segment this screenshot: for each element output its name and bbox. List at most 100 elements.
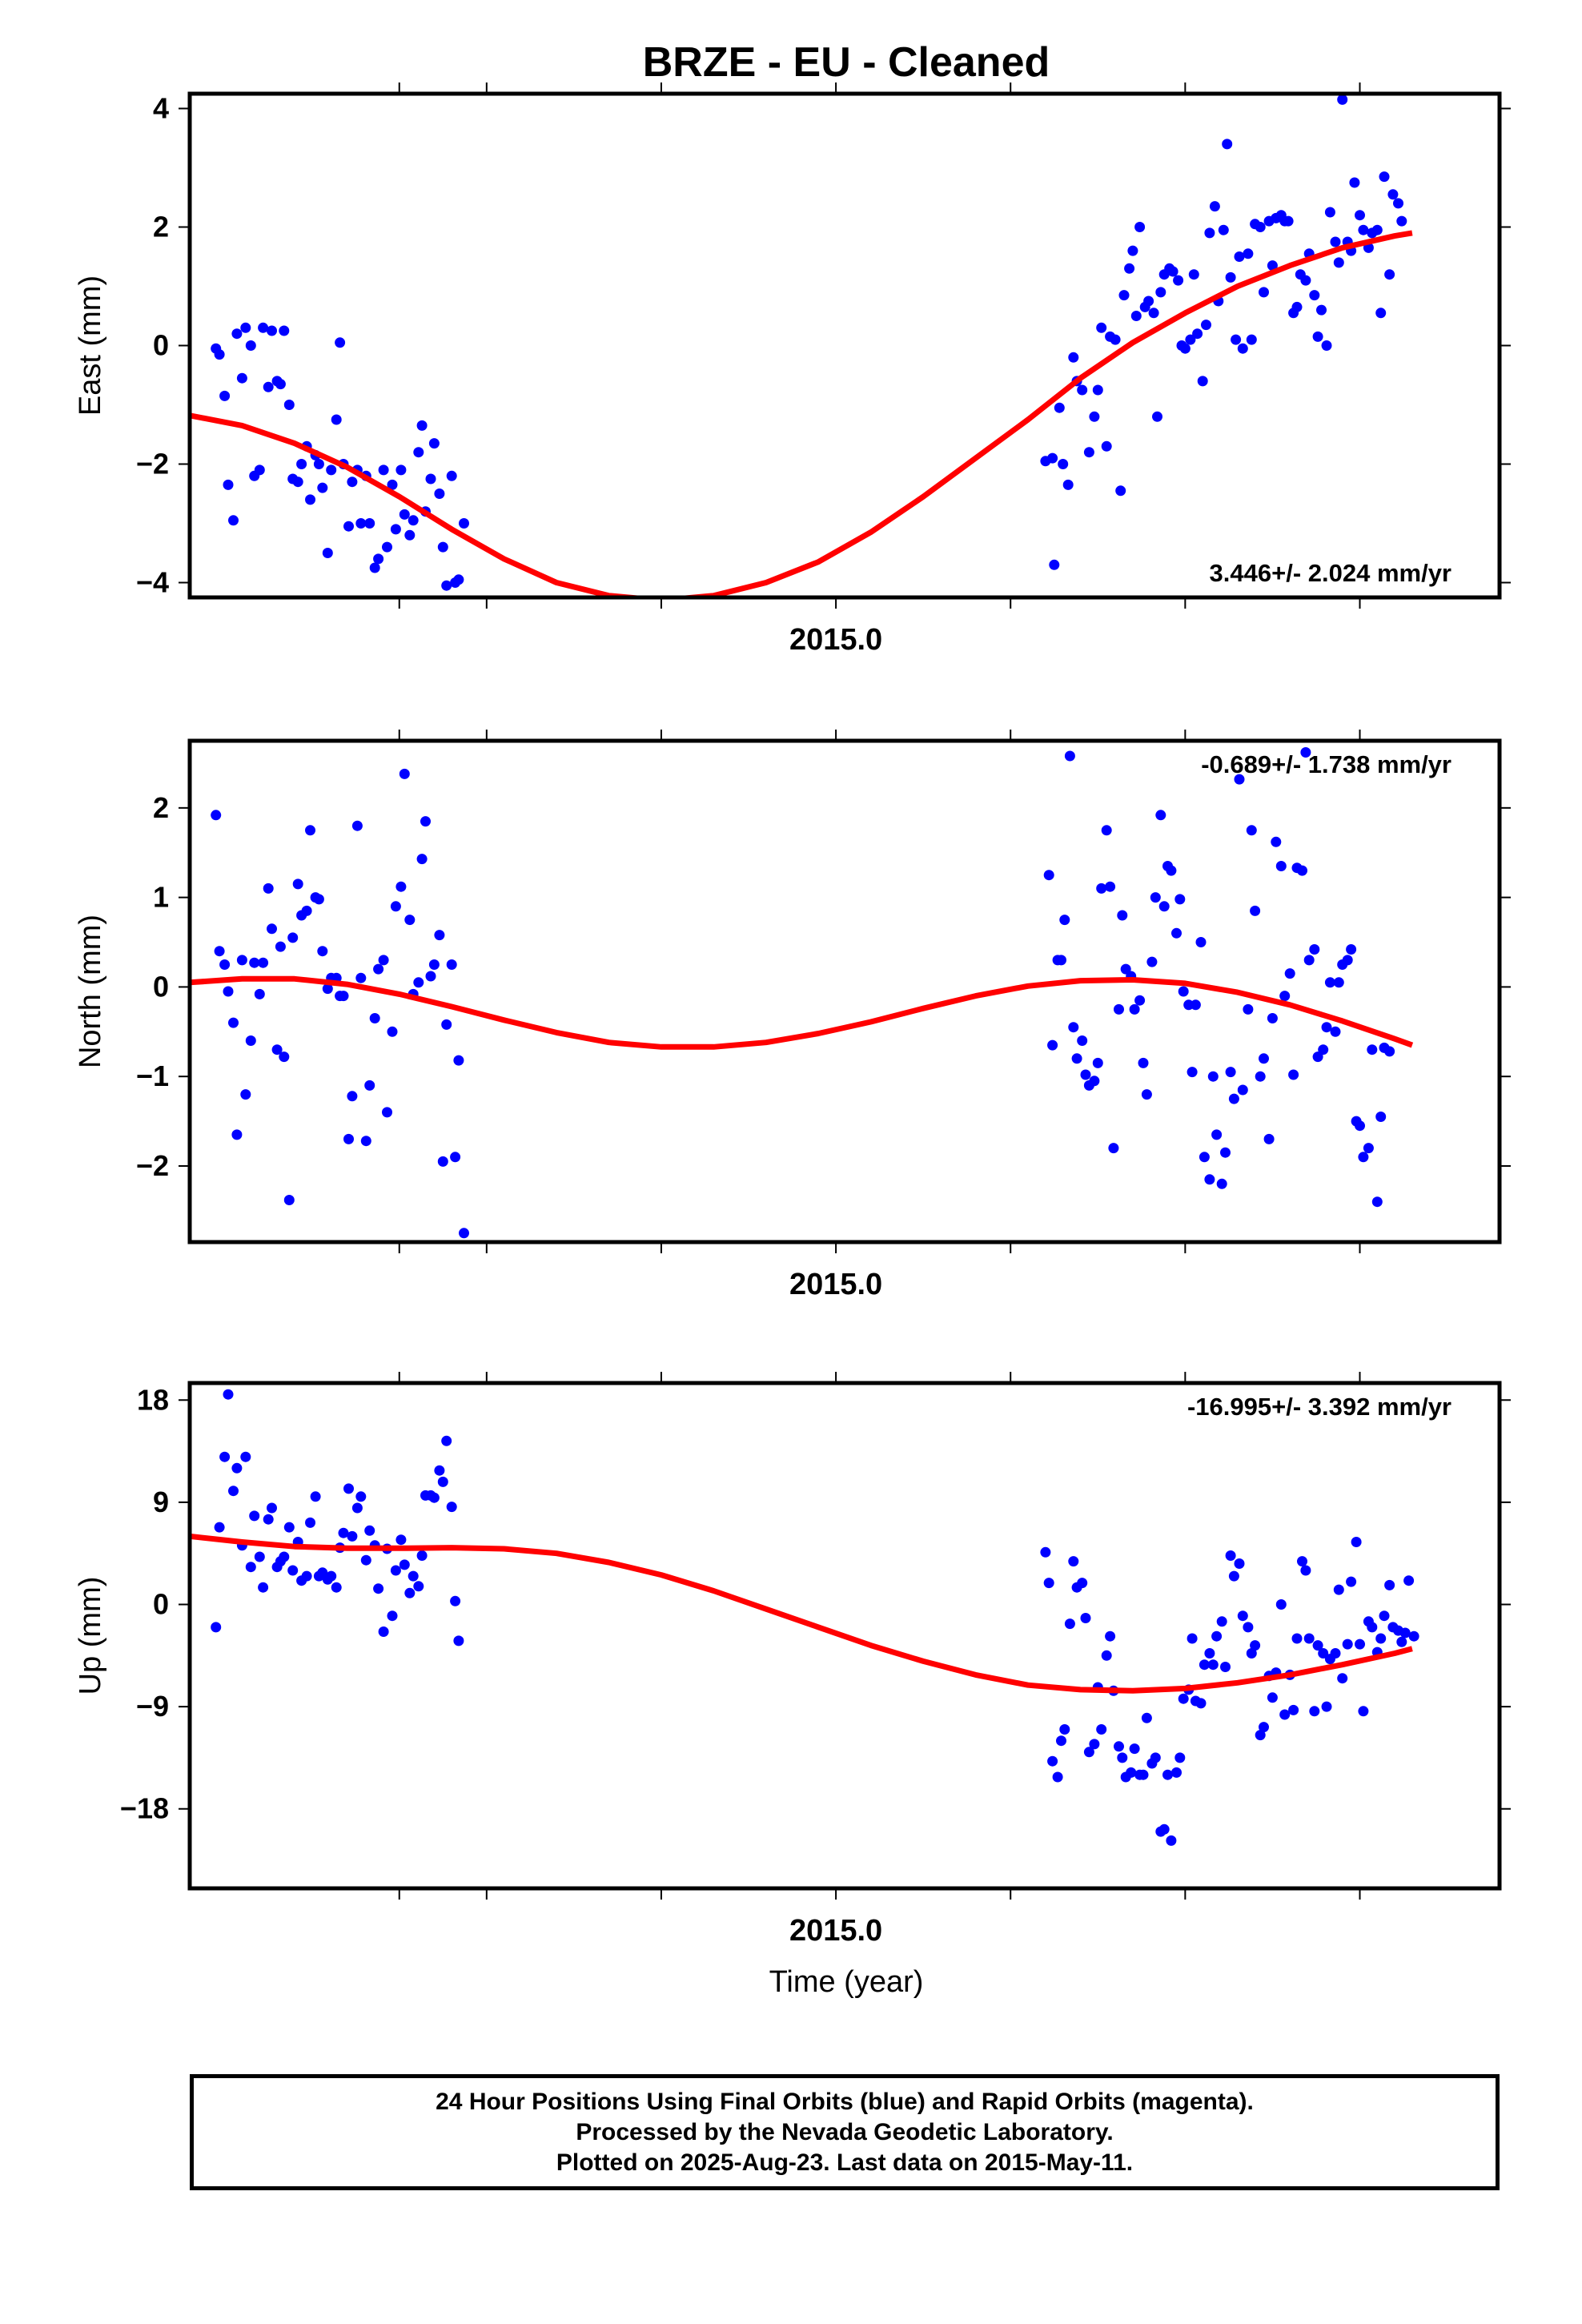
data-point [1255, 222, 1266, 232]
data-point [236, 955, 247, 966]
data-point [219, 1451, 231, 1462]
data-point [387, 1026, 398, 1037]
panel-0: 4 2 0 −2 −4 2015.0 East (mm) 3.446+/- 2.024 mm/… [74, 82, 1511, 657]
data-point [1204, 1648, 1215, 1659]
data-point [1179, 343, 1191, 354]
data-point [1309, 1706, 1320, 1717]
data-point [437, 541, 448, 553]
data-point [446, 470, 457, 481]
data-point [1375, 1112, 1387, 1122]
data-point [1234, 251, 1245, 262]
data-point [1138, 1057, 1149, 1068]
data-point [322, 548, 333, 558]
data-point [396, 1534, 407, 1546]
data-point [1185, 334, 1196, 345]
data-point [1199, 1152, 1210, 1163]
rate-label: -0.689+/- 1.738 mm/yr [1201, 750, 1452, 778]
data-point [1346, 944, 1357, 955]
data-point [1178, 986, 1189, 997]
data-point [1096, 1724, 1107, 1735]
data-point [343, 1483, 354, 1494]
data-point [1150, 892, 1161, 903]
data-point [1312, 1051, 1323, 1063]
data-point [1059, 1724, 1070, 1735]
data-point [231, 328, 243, 340]
data-point [1300, 1565, 1311, 1576]
data-point [258, 1582, 269, 1593]
data-point [347, 476, 358, 488]
panel-1: 2 1 0 −1 −2 2015.0 North (mm) -0.689+/- 1.738 m… [74, 730, 1511, 1301]
y-tick-label: 0 [153, 970, 169, 1003]
data-point [1178, 1693, 1189, 1704]
data-point [1101, 1650, 1112, 1661]
data-point [1059, 915, 1070, 926]
data-point [223, 1389, 234, 1400]
data-point [214, 946, 225, 957]
data-point [1408, 1630, 1419, 1642]
data-point [1146, 956, 1158, 967]
data-point [373, 1583, 384, 1594]
data-point [1058, 459, 1069, 469]
data-point [1363, 1143, 1374, 1154]
data-point [364, 518, 375, 529]
data-point [240, 322, 251, 333]
data-point [301, 905, 312, 916]
data-point [245, 1562, 256, 1573]
data-point [420, 816, 431, 827]
data-point [428, 438, 440, 449]
data-point [1071, 1053, 1082, 1064]
data-point [1346, 1576, 1357, 1587]
data-point [283, 400, 295, 410]
data-point [326, 1570, 337, 1582]
data-point [1083, 1747, 1094, 1758]
data-point [326, 464, 337, 476]
data-point [1101, 440, 1112, 452]
data-point [1130, 311, 1142, 321]
data-point [1220, 1147, 1231, 1158]
data-point [378, 1626, 389, 1637]
data-point [305, 494, 315, 505]
data-point [343, 521, 354, 532]
data-point [301, 1570, 312, 1582]
data-point [245, 1035, 256, 1046]
data-point [1324, 977, 1335, 988]
data-point [1263, 1133, 1275, 1144]
data-point [254, 1551, 265, 1562]
data-point [1195, 1698, 1207, 1709]
data-point [1367, 1044, 1378, 1055]
data-point [1275, 861, 1287, 871]
data-point [263, 883, 274, 894]
data-point [1330, 1026, 1341, 1037]
data-point [1141, 1712, 1152, 1723]
data-point [378, 464, 389, 476]
data-point [292, 879, 303, 890]
data-point [1288, 1069, 1299, 1080]
y-axis-label: East (mm) [74, 275, 107, 416]
data-point [1152, 411, 1162, 422]
data-point [1126, 1767, 1137, 1778]
x-tick-label: 2015.0 [789, 623, 882, 657]
data-point [249, 957, 260, 968]
data-point [1089, 411, 1100, 422]
data-point [343, 1133, 354, 1144]
data-point [258, 957, 269, 968]
data-point [1330, 1648, 1341, 1659]
data-point [1288, 1704, 1299, 1715]
data-point [446, 1502, 457, 1513]
data-point [1052, 1771, 1063, 1783]
data-point [1120, 963, 1131, 975]
data-point [240, 1451, 251, 1462]
data-point [1396, 1636, 1407, 1647]
data-point [211, 1622, 222, 1633]
data-point [369, 1013, 380, 1023]
data-point [1186, 1633, 1198, 1644]
model-curve [190, 975, 1414, 1050]
data-point [450, 1152, 461, 1163]
data-point [416, 1550, 428, 1561]
data-point [1259, 287, 1269, 298]
rate-label: -16.995+/- 3.392 mm/yr [1187, 1393, 1452, 1421]
data-point [408, 1570, 419, 1582]
data-point [1246, 825, 1257, 836]
data-point [1204, 227, 1215, 239]
data-point [1054, 402, 1065, 413]
